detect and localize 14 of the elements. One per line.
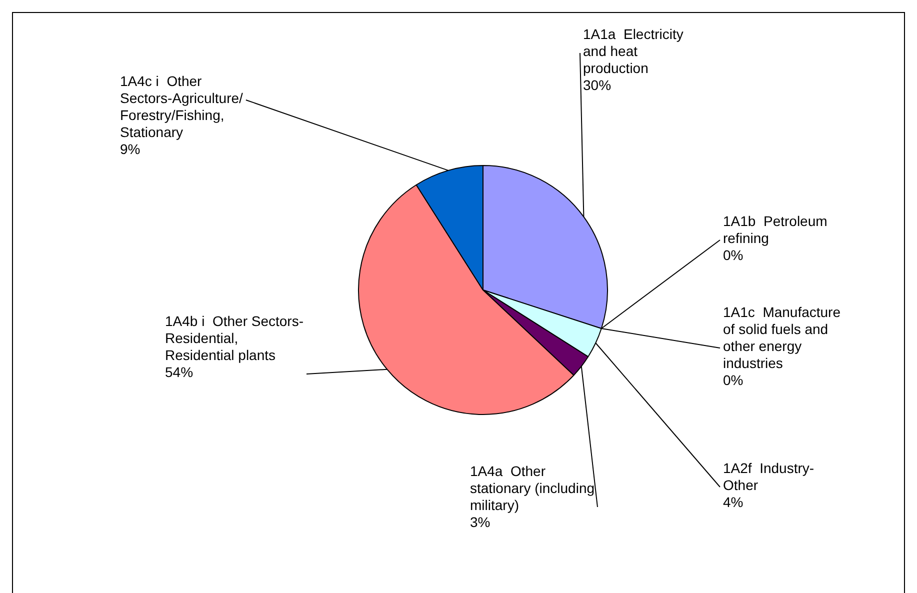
category-label: 1A1c Manufacture of solid fuels and other energy industries: [723, 304, 841, 371]
slice-label: 1A4b i Other Sectors-Residential, Residential plants: [165, 312, 304, 363]
slice-label: 1A1a Electricity and heat production: [583, 26, 684, 76]
data-label: 3%: [470, 514, 490, 530]
text: 0%: [723, 246, 744, 263]
text: 0%: [723, 372, 744, 388]
slice-label: 1A2f Industry-Other: [723, 460, 814, 493]
slice-label: 1A4a Other stationary (including military): [470, 462, 595, 513]
data-label: 4%: [723, 494, 744, 510]
slice-label: 1A4c i Other Sectors-Agriculture/Forestry/Fishing, Stationary: [120, 72, 244, 140]
category-label: 1A1b Petroleum refining: [723, 212, 828, 246]
data-label: 9%: [120, 140, 140, 157]
data-label: 30%: [583, 76, 612, 93]
data-label: 54%: [165, 364, 194, 380]
